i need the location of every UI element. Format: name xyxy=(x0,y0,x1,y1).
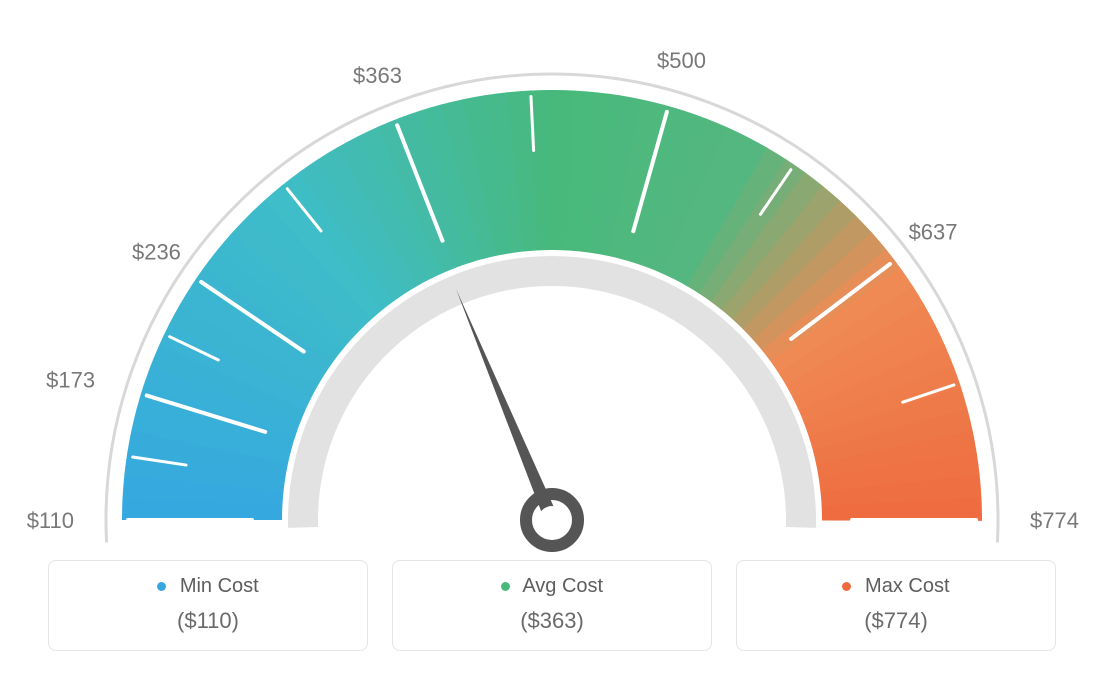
svg-text:$110: $110 xyxy=(27,508,74,533)
gauge-svg: $110 $173 $236 $363 $500 $637 $774 xyxy=(0,0,1104,560)
svg-text:$774: $774 xyxy=(1030,508,1079,533)
svg-text:$500: $500 xyxy=(657,48,706,73)
svg-text:$363: $363 xyxy=(353,63,402,88)
legend-title-min: Min Cost xyxy=(59,575,357,598)
legend-row: Min Cost ($110) Avg Cost ($363) Max Cost… xyxy=(0,560,1104,651)
legend-title-max-text: Max Cost xyxy=(865,575,949,597)
legend-value-min: ($110) xyxy=(59,608,357,634)
legend-card-max: Max Cost ($774) xyxy=(736,560,1056,651)
legend-card-avg: Avg Cost ($363) xyxy=(392,560,712,651)
dot-min xyxy=(157,582,166,591)
dot-max xyxy=(842,582,851,591)
legend-card-min: Min Cost ($110) xyxy=(48,560,368,651)
legend-title-avg: Avg Cost xyxy=(403,575,701,598)
legend-title-avg-text: Avg Cost xyxy=(522,575,603,597)
legend-value-avg: ($363) xyxy=(403,608,701,634)
gauge-chart: $110 $173 $236 $363 $500 $637 $774 xyxy=(0,0,1104,560)
legend-title-max: Max Cost xyxy=(747,575,1045,598)
legend-title-min-text: Min Cost xyxy=(180,575,259,597)
legend-value-max: ($774) xyxy=(747,608,1045,634)
svg-text:$637: $637 xyxy=(909,219,958,244)
svg-text:$173: $173 xyxy=(46,368,95,393)
dot-avg xyxy=(501,582,510,591)
svg-text:$236: $236 xyxy=(132,240,181,265)
